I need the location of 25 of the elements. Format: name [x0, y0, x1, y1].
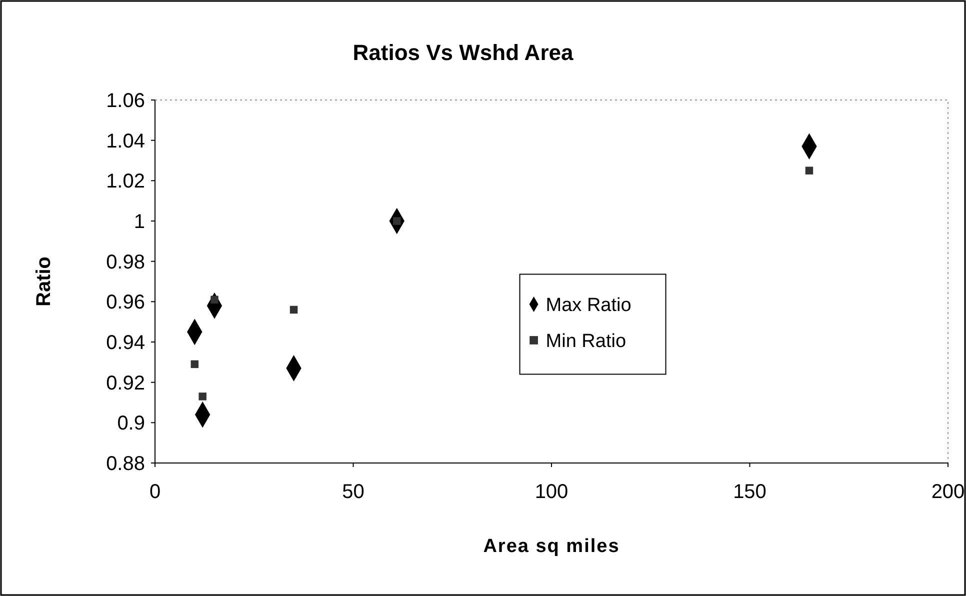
- x-tick-label: 150: [733, 481, 766, 503]
- x-tick-label: 100: [534, 481, 568, 503]
- y-tick-label: 1.04: [106, 130, 145, 152]
- point: [190, 360, 199, 368]
- y-tick-label: 1: [134, 211, 145, 233]
- x-tick-label: 0: [149, 481, 161, 503]
- legend-label: Max Ratio: [546, 294, 632, 316]
- y-tick-label: 0.9: [117, 412, 145, 435]
- x-tick-label: 200: [931, 481, 965, 503]
- y-tick-label: 0.98: [106, 251, 145, 274]
- point: [805, 166, 814, 174]
- y-tick-label: 1.06: [106, 90, 145, 112]
- y-tick-label: 0.96: [106, 292, 145, 314]
- y-axis-title: Ratio: [33, 256, 55, 306]
- y-tick-label: 0.94: [106, 332, 145, 354]
- y-tick-label: 1.02: [106, 170, 145, 193]
- x-axis-title: Area sq miles: [483, 536, 620, 557]
- point: [198, 392, 206, 400]
- point: [290, 306, 298, 314]
- y-tick-label: 0.92: [106, 372, 145, 394]
- x-tick-label: 50: [342, 481, 364, 503]
- y-tick-label: 0.88: [106, 453, 145, 475]
- point: [210, 296, 218, 304]
- legend-label: Min Ratio: [546, 330, 626, 352]
- chart-title: Ratios Vs Wshd Area: [352, 40, 574, 65]
